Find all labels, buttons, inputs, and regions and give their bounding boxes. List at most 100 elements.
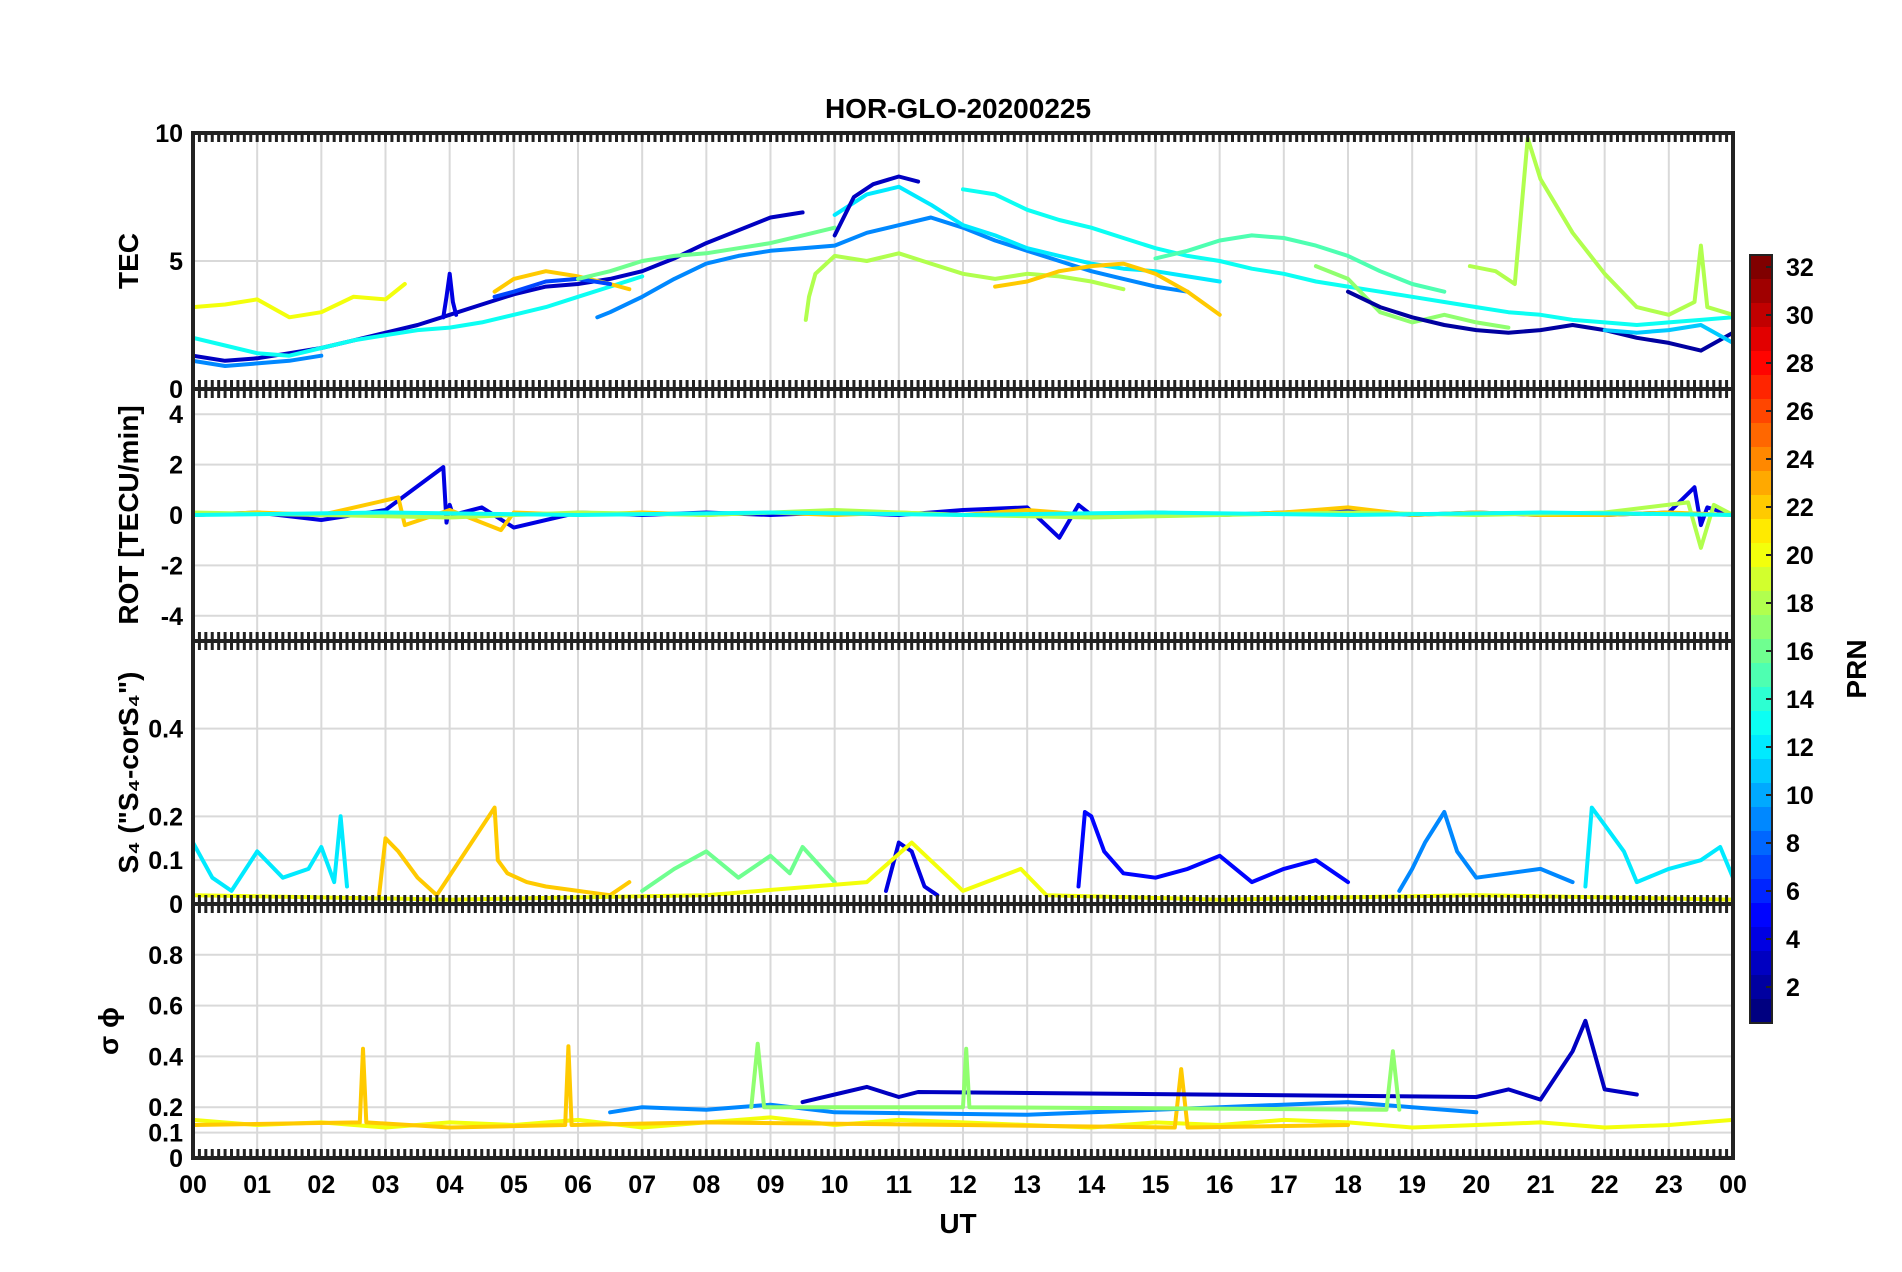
series-prn-4 [441,271,459,320]
series-prn-9 [608,1100,1479,1117]
colorbar-segment [1750,927,1772,952]
colorbar-label: PRN [1841,639,1872,698]
x-tick-label: 15 [1142,1171,1170,1199]
y-tick-label: 0.4 [148,1043,183,1071]
y-axis-label: σ ϕ [93,1007,124,1055]
x-tick-label: 14 [1077,1171,1105,1199]
x-tick-label: 01 [243,1171,271,1199]
colorbar-segment [1750,735,1772,760]
colorbar-segment [1750,711,1772,736]
y-axis-label: S₄ ("S₄-corS₄") [113,672,144,874]
colorbar-segment [1750,471,1772,496]
x-tick-label: 06 [564,1171,592,1199]
colorbar-tick-label: 6 [1786,878,1800,906]
y-tick-label: 0.8 [148,942,183,970]
colorbar-segment [1750,663,1772,688]
y-tick-label: 0 [169,891,183,919]
series-prn-5 [1076,810,1350,889]
x-tick-label: 18 [1334,1171,1362,1199]
colorbar-segment [1750,399,1772,424]
y-tick-label: 0.2 [148,1094,183,1122]
x-tick-label: 13 [1013,1171,1041,1199]
colorbar-segment [1750,831,1772,856]
y-tick-label: 4 [169,401,183,429]
x-tick-label: 11 [886,1171,913,1199]
series-prn-16 [576,225,837,281]
x-tick-label: 10 [821,1171,849,1199]
colorbar-segment [1750,855,1772,880]
y-tick-label: 5 [169,248,183,276]
colorbar-segment [1750,807,1772,832]
colorbar-segment [1750,951,1772,976]
y-tick-label: 0.1 [148,847,183,875]
series-prn-18 [803,251,1126,322]
y-tick-label: -2 [161,552,183,580]
x-tick-label: 00 [1719,1171,1747,1199]
colorbar-tick-label: 22 [1786,494,1814,522]
y-tick-label: 0.1 [148,1120,183,1148]
colorbar-tick-label: 14 [1786,686,1814,714]
colorbar-segment [1750,447,1772,472]
x-tick-label: 09 [757,1171,785,1199]
x-tick-label: 08 [692,1171,720,1199]
series-group [193,1018,1733,1130]
x-tick-label: 17 [1270,1171,1298,1199]
y-tick-label: 0.4 [148,716,183,744]
series-prn-13 [193,274,645,358]
colorbar-segment [1750,591,1772,616]
colorbar-tick-label: 16 [1786,638,1814,666]
colorbar-tick-label: 32 [1786,254,1814,282]
series-prn-22 [993,261,1222,317]
series-prn-9 [193,353,324,368]
series-prn-13 [193,510,1733,517]
colorbar-segment [1750,567,1772,592]
colorbar-segment [1750,639,1772,664]
x-tick-label: 21 [1527,1171,1555,1199]
colorbar-tick-label: 8 [1786,830,1800,858]
y-tick-label: 0.2 [148,803,183,831]
y-tick-label: 0.6 [148,993,183,1021]
colorbar-tick-label: 4 [1786,926,1800,954]
colorbar-segment [1750,519,1772,544]
series-prn-2 [1346,289,1733,353]
series-prn-9 [1397,810,1575,893]
x-tick-label: 00 [179,1171,207,1199]
colorbar-segment [1750,375,1772,400]
colorbar-segment [1750,687,1772,712]
y-tick-label: 0 [169,502,183,530]
series-group [193,805,1733,902]
x-tick-label: 19 [1398,1171,1426,1199]
series-prn-12 [193,814,349,893]
colorbar-tick-label: 20 [1786,542,1814,570]
y-axis-label: ROT [TECU/min] [113,405,144,624]
colorbar-segment [1750,327,1772,352]
colorbar-tick-label: 28 [1786,350,1814,378]
panel-sigma_phi: 00.10.2 0.4 0.6 0.8 σ ϕ [93,902,1735,1173]
series-prn-16 [640,845,837,893]
x-tick-label: 22 [1591,1171,1619,1199]
series-prn-3 [800,1018,1639,1105]
x-tick-label: 05 [500,1171,528,1199]
colorbar-segment [1750,255,1772,280]
colorbar-segment [1750,903,1772,928]
series-prn-13 [961,187,1733,327]
x-tick-label: 03 [372,1171,400,1199]
series-prn-17 [749,1041,1402,1112]
x-tick-label: 04 [436,1171,464,1199]
panel-ROT: -4 -2 0 2 4 ROT [TECU/min] [113,387,1735,643]
series-prn-9 [595,215,1190,320]
colorbar-segment [1750,759,1772,784]
series-prn-12 [832,184,1222,284]
colorbar-tick-label: 18 [1786,590,1814,618]
colorbar-tick-label: 30 [1786,302,1814,330]
series-prn-15 [1153,233,1447,294]
colorbar-segment [1750,879,1772,904]
series-group [193,465,1733,550]
colorbar-tick-label: 24 [1786,446,1814,474]
x-tick-label: 12 [949,1171,977,1199]
colorbar-segment [1750,783,1772,808]
y-tick-label: -4 [161,603,183,631]
